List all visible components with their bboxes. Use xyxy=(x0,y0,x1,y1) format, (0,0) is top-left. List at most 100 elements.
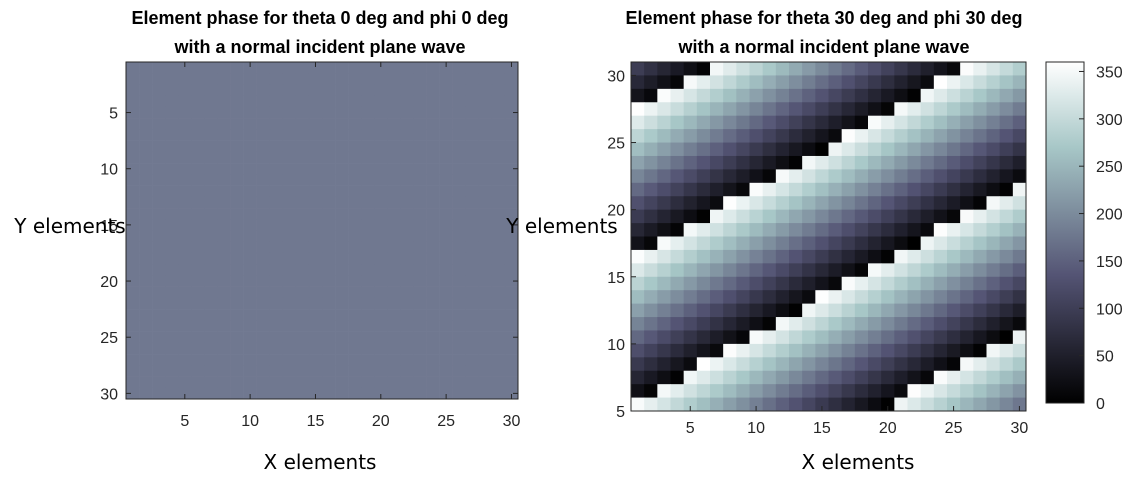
heatmap-cell xyxy=(230,264,244,276)
heatmap-cell xyxy=(413,320,427,332)
heatmap-cell xyxy=(204,163,218,175)
heatmap-cell xyxy=(491,387,506,400)
colorbar-tick-label: 50 xyxy=(1096,349,1114,366)
heatmap-cell xyxy=(907,397,922,412)
heatmap-cell xyxy=(907,102,922,117)
heatmap-cell xyxy=(973,249,987,264)
heatmap-cell xyxy=(282,106,297,119)
heatmap-cell xyxy=(374,84,388,96)
heatmap-cell xyxy=(335,354,349,366)
heatmap-cell xyxy=(775,236,790,251)
heatmap-cell xyxy=(230,354,244,366)
heatmap-cell xyxy=(269,129,284,141)
heatmap-cell xyxy=(452,129,467,141)
heatmap-cell xyxy=(348,219,362,231)
heatmap-cell xyxy=(387,331,401,344)
heatmap-cell xyxy=(854,88,869,103)
heatmap-cell xyxy=(802,155,816,170)
heatmap-cell xyxy=(762,397,777,412)
heatmap-cell xyxy=(815,169,829,184)
heatmap-cell xyxy=(269,208,284,220)
heatmap-cell xyxy=(841,276,856,291)
heatmap-cell xyxy=(504,118,519,130)
heatmap-cell xyxy=(723,88,737,103)
heatmap-cell xyxy=(868,236,882,251)
heatmap-cell xyxy=(960,249,974,264)
heatmap-cell xyxy=(815,330,829,345)
heatmap-cell xyxy=(657,343,671,358)
heatmap-cell xyxy=(960,155,974,170)
heatmap-cell xyxy=(854,343,869,358)
heatmap-cell xyxy=(933,129,948,143)
heatmap-cell xyxy=(400,252,414,265)
heatmap-cell xyxy=(478,129,493,141)
heatmap-cell xyxy=(491,129,506,141)
heatmap-cell xyxy=(335,118,349,130)
heatmap-cell xyxy=(217,73,231,85)
heatmap-cell xyxy=(933,343,948,358)
heatmap-cell xyxy=(230,342,244,355)
heatmap-cell xyxy=(217,275,231,287)
heatmap-cell xyxy=(696,115,711,130)
heatmap-cell xyxy=(657,263,671,278)
heatmap-cell xyxy=(165,106,179,119)
heatmap-cell xyxy=(426,95,440,108)
heatmap-cell xyxy=(426,297,440,310)
heatmap-cell xyxy=(217,163,231,175)
heatmap-cell xyxy=(789,276,803,291)
heatmap-cell xyxy=(933,75,948,90)
heatmap-cell xyxy=(960,330,974,345)
heatmap-cell xyxy=(920,236,935,251)
heatmap-cell xyxy=(657,384,671,398)
heatmap-cell xyxy=(815,303,829,318)
heatmap-cell xyxy=(165,297,179,310)
heatmap-cell xyxy=(282,331,297,344)
heatmap-cell xyxy=(828,169,843,184)
heatmap-cell xyxy=(152,163,166,175)
heatmap-cell xyxy=(322,331,336,344)
heatmap-cell xyxy=(400,84,414,96)
heatmap-cell xyxy=(504,62,519,74)
heatmap-cell xyxy=(387,73,401,85)
heatmap-cell xyxy=(947,88,961,103)
heatmap-cell xyxy=(439,309,453,321)
heatmap-cell xyxy=(894,343,908,358)
heatmap-cell xyxy=(881,249,895,264)
heatmap-cell xyxy=(973,115,987,130)
heatmap-cell xyxy=(374,140,388,153)
heatmap-cell xyxy=(657,75,671,90)
heatmap-cell xyxy=(504,342,519,355)
heatmap-cell xyxy=(644,236,658,251)
heatmap-cell xyxy=(854,196,869,211)
heatmap-cell xyxy=(802,370,816,385)
heatmap-cell xyxy=(295,387,310,400)
heatmap-cell xyxy=(439,140,453,153)
heatmap-cell xyxy=(749,303,764,318)
heatmap-cell xyxy=(947,182,961,197)
y-tick-label: 15 xyxy=(607,270,625,287)
heatmap-cell xyxy=(749,343,764,358)
heatmap-cell xyxy=(644,209,658,224)
heatmap-cell xyxy=(973,209,987,224)
heatmap-cell xyxy=(269,331,284,344)
heatmap-cell xyxy=(139,129,153,141)
heatmap-cell xyxy=(178,320,192,332)
heatmap-cell xyxy=(152,309,166,321)
heatmap-cell xyxy=(1012,370,1027,385)
heatmap-cell xyxy=(178,365,192,377)
heatmap-cell xyxy=(374,219,388,231)
heatmap-cell xyxy=(322,297,336,310)
heatmap-cell xyxy=(139,320,153,332)
heatmap-cell xyxy=(504,106,519,119)
heatmap-cell xyxy=(308,129,323,141)
heatmap-cell xyxy=(243,106,257,119)
heatmap-cell xyxy=(361,354,375,366)
heatmap-cell xyxy=(165,376,179,389)
heatmap-cell xyxy=(282,387,297,400)
heatmap-cell xyxy=(828,142,843,157)
heatmap-cell xyxy=(920,155,935,170)
heatmap-cell xyxy=(452,84,467,96)
heatmap-cell xyxy=(736,169,750,184)
x-tick-label: 30 xyxy=(503,413,521,430)
heatmap-cell xyxy=(348,62,362,74)
